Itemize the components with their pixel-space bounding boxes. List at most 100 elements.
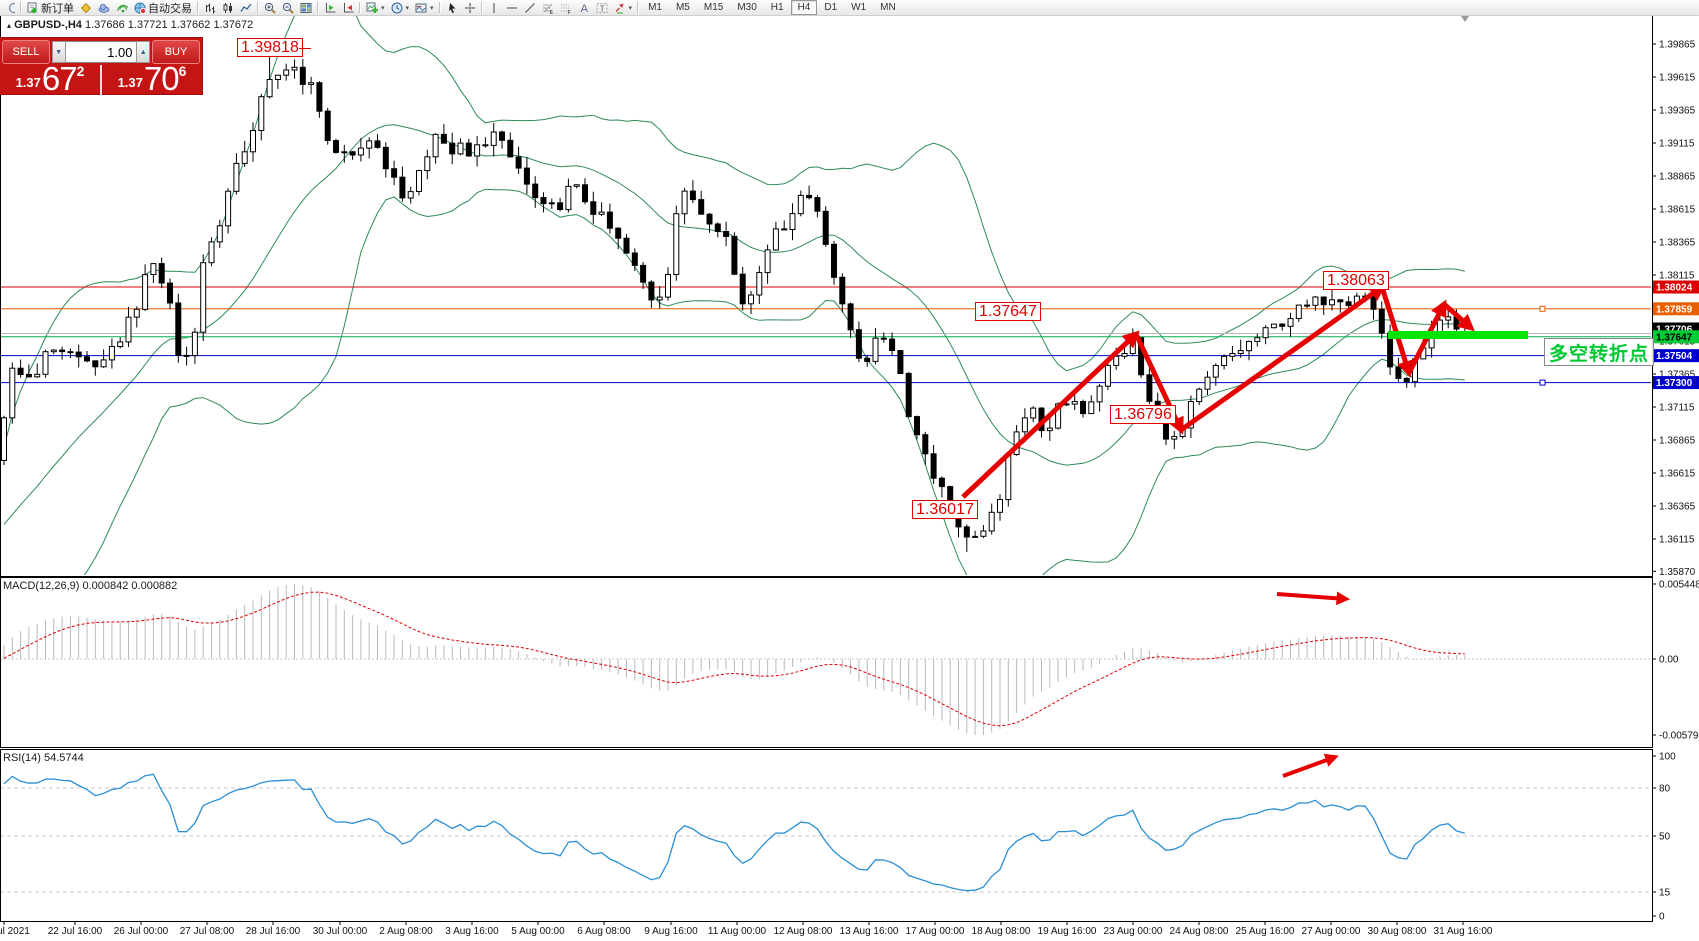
price-callout-label[interactable]: 1.38063 bbox=[1323, 271, 1389, 290]
timeframe-m1-button[interactable]: M1 bbox=[648, 2, 662, 13]
volume-input[interactable] bbox=[65, 41, 137, 63]
svg-text:31 Aug 16:00: 31 Aug 16:00 bbox=[1434, 926, 1493, 937]
toolbar-separator bbox=[317, 2, 319, 13]
macd-panel bbox=[1, 584, 1651, 735]
svg-text:E: E bbox=[549, 10, 553, 14]
chart-shift-button[interactable] bbox=[321, 0, 339, 15]
price-callout-label[interactable]: 1.37647 bbox=[975, 302, 1041, 321]
timeframe-w1-button[interactable]: W1 bbox=[851, 2, 867, 13]
templates-button-dropdown-icon[interactable]: ▾ bbox=[430, 4, 434, 12]
indicators-button-dropdown-icon[interactable]: ▾ bbox=[381, 4, 385, 12]
symbol-marker-icon: ▴ bbox=[7, 21, 12, 30]
line-chart-button[interactable] bbox=[237, 0, 255, 15]
periods-button-dropdown-icon[interactable]: ▾ bbox=[405, 4, 410, 12]
timeframe-m5-button[interactable]: M5 bbox=[675, 2, 690, 13]
svg-text:9 Aug 16:00: 9 Aug 16:00 bbox=[644, 926, 698, 937]
trendline-button[interactable] bbox=[521, 0, 539, 15]
timeframe-h4-button[interactable]: H4 bbox=[790, 0, 818, 15]
timeframe-m30-button[interactable]: M30 bbox=[737, 2, 757, 13]
price-callout-label[interactable]: 1.36796 bbox=[1110, 405, 1176, 424]
horizontal-line-button[interactable] bbox=[503, 0, 521, 15]
fibo-button[interactable]: E bbox=[539, 0, 557, 15]
zoom-in-button[interactable] bbox=[261, 0, 279, 15]
support-zone-bar[interactable] bbox=[1388, 331, 1528, 339]
price-callout-label[interactable]: 1.36017 bbox=[912, 500, 978, 519]
buy-button[interactable]: BUY bbox=[152, 40, 200, 64]
cursor-button[interactable] bbox=[443, 0, 461, 15]
new-order-button-label: 新订单 bbox=[41, 2, 74, 15]
rsi-panel bbox=[1, 753, 1651, 893]
timeframe-h1-button[interactable]: H1 bbox=[770, 2, 784, 13]
cloud-button[interactable] bbox=[95, 0, 113, 15]
clock-icon bbox=[391, 2, 403, 13]
horizontal-level-lines[interactable] bbox=[0, 286, 1652, 386]
timeframe-d1-button[interactable]: D1 bbox=[824, 2, 838, 13]
timeframe-mn-button[interactable]: MN bbox=[880, 2, 896, 13]
new-order-button[interactable]: 新订单 bbox=[24, 0, 77, 15]
label-button[interactable]: T bbox=[593, 0, 611, 15]
indicators-button[interactable]: ▾ bbox=[363, 0, 388, 15]
svg-text:25 Aug 16:00: 25 Aug 16:00 bbox=[1236, 926, 1295, 937]
chart-title: ▴ GBPUSD-,H4 1.37686 1.37721 1.37662 1.3… bbox=[7, 19, 253, 31]
svg-text:1.37647: 1.37647 bbox=[1656, 332, 1693, 343]
tile-windows-icon bbox=[300, 2, 312, 13]
arrow-object-button[interactable]: ▾ bbox=[611, 0, 636, 15]
buy-price[interactable]: 1.37 70 6 bbox=[102, 60, 202, 97]
templates-button[interactable]: ▾ bbox=[412, 0, 437, 15]
rsi-axis: 100 80 50 15 0 RSI(14) 54.5744 bbox=[3, 752, 1676, 923]
pivot-note-label[interactable]: 多空转折点 bbox=[1544, 338, 1654, 366]
text-button[interactable]: A bbox=[575, 0, 593, 15]
svg-text:1.39365: 1.39365 bbox=[1659, 106, 1696, 117]
tile-windows-button[interactable] bbox=[297, 0, 315, 15]
svg-text:6 Aug 08:00: 6 Aug 08:00 bbox=[577, 926, 631, 937]
zoom-out-icon bbox=[282, 2, 294, 14]
crosshair-button[interactable] bbox=[461, 0, 479, 15]
chart-clipped-button[interactable] bbox=[0, 0, 18, 15]
svg-text:-0.00579: -0.00579 bbox=[1659, 731, 1699, 742]
svg-text:18 Aug 08:00: 18 Aug 08:00 bbox=[972, 926, 1031, 937]
sell-price[interactable]: 1.37 67 2 bbox=[0, 62, 100, 95]
toolbar-separator bbox=[637, 2, 640, 13]
vertical-line-button[interactable] bbox=[485, 0, 503, 15]
svg-text:0.005448: 0.005448 bbox=[1659, 580, 1699, 591]
bar-chart-button[interactable] bbox=[201, 0, 219, 15]
sell-price-prefix: 1.37 bbox=[15, 75, 41, 90]
timeframe-m15-button[interactable]: M15 bbox=[703, 2, 724, 13]
periods-button[interactable]: ▾ bbox=[388, 0, 413, 15]
volume-increase-button[interactable]: ▲ bbox=[136, 41, 150, 63]
sell-button[interactable]: SELL bbox=[2, 40, 50, 64]
autotrading-button[interactable]: 自动交易 bbox=[131, 0, 195, 15]
fibo-channel-button[interactable]: F bbox=[557, 0, 575, 15]
buy-price-big: 70 bbox=[143, 60, 180, 97]
svg-text:1.35870: 1.35870 bbox=[1659, 567, 1696, 578]
auto-scroll-button[interactable] bbox=[339, 0, 357, 15]
svg-text:13 Aug 16:00: 13 Aug 16:00 bbox=[840, 926, 899, 937]
svg-text:15: 15 bbox=[1659, 888, 1671, 899]
svg-text:1.36115: 1.36115 bbox=[1659, 535, 1695, 546]
price-badge: 1.38024 bbox=[1653, 280, 1699, 294]
price-badge: 1.37300 bbox=[1653, 376, 1699, 390]
fibo-icon: E bbox=[542, 3, 553, 14]
ticket-button[interactable] bbox=[77, 0, 95, 15]
line-chart-icon bbox=[240, 3, 252, 12]
signal-button[interactable] bbox=[113, 0, 131, 15]
price-badge: 1.37647 bbox=[1653, 330, 1699, 344]
text-a-icon: A bbox=[580, 3, 588, 14]
trend-arrows[interactable] bbox=[961, 284, 1475, 499]
zoom-out-button[interactable] bbox=[279, 0, 297, 15]
svg-text:22 Jul 16:00: 22 Jul 16:00 bbox=[48, 926, 103, 937]
candle-chart-button[interactable] bbox=[219, 0, 237, 15]
svg-text:0.00: 0.00 bbox=[1659, 655, 1679, 666]
arrow-object-button-dropdown-icon[interactable]: ▾ bbox=[628, 4, 633, 12]
volume-decrease-button[interactable]: ▼ bbox=[52, 41, 66, 63]
svg-text:23 Aug 00:00: 23 Aug 00:00 bbox=[1104, 926, 1163, 937]
crosshair-icon bbox=[464, 2, 475, 13]
main-toolbar: 新订单 自动交易 ▾ ▾ ▾ E F A T ▾ M1 M5 M15 M30 H1 H4 D1 W1 MN bbox=[0, 0, 1699, 16]
svg-text:T: T bbox=[599, 4, 604, 13]
cursor-icon bbox=[448, 2, 456, 13]
svg-text:17 Aug 00:00: 17 Aug 00:00 bbox=[906, 926, 965, 937]
price-callout-label[interactable]: 1.39818 bbox=[237, 38, 303, 57]
chart-shift-marker[interactable] bbox=[1461, 16, 1469, 22]
